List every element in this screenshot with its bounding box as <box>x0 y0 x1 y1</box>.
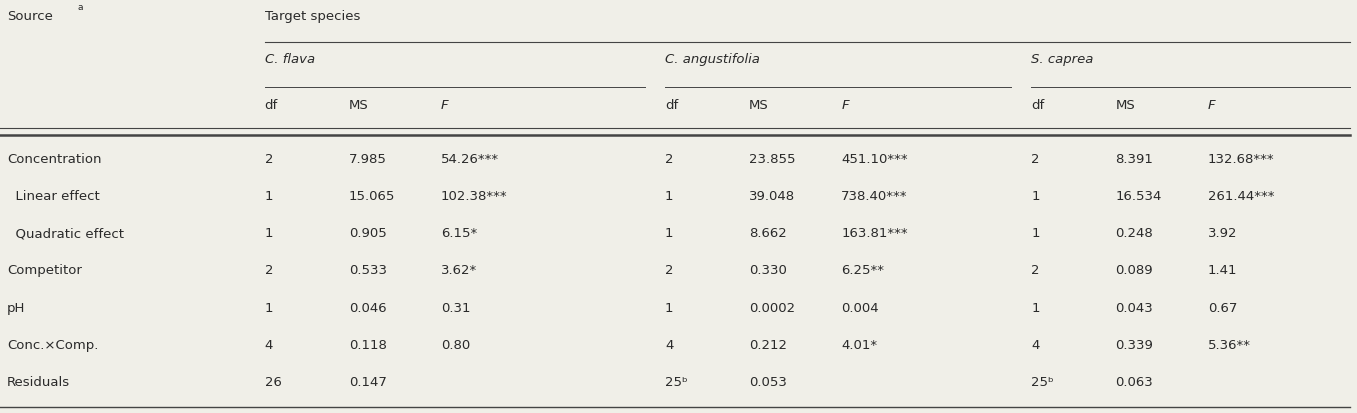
Text: Target species: Target species <box>265 10 360 23</box>
Text: 0.046: 0.046 <box>349 301 387 314</box>
Text: 1.41: 1.41 <box>1208 264 1238 277</box>
Text: 261.44***: 261.44*** <box>1208 190 1274 202</box>
Text: 0.339: 0.339 <box>1115 338 1153 351</box>
Text: 8.391: 8.391 <box>1115 152 1153 165</box>
Text: 0.063: 0.063 <box>1115 375 1153 388</box>
Text: 2: 2 <box>665 264 673 277</box>
Text: 0.248: 0.248 <box>1115 227 1153 240</box>
Text: 2: 2 <box>265 152 273 165</box>
Text: 1: 1 <box>665 301 673 314</box>
Text: MS: MS <box>1115 99 1136 112</box>
Text: 1: 1 <box>1031 190 1039 202</box>
Text: 0.043: 0.043 <box>1115 301 1153 314</box>
Text: 738.40***: 738.40*** <box>841 190 908 202</box>
Text: 5.36**: 5.36** <box>1208 338 1251 351</box>
Text: 4: 4 <box>1031 338 1039 351</box>
Text: 15.065: 15.065 <box>349 190 395 202</box>
Text: 8.662: 8.662 <box>749 227 787 240</box>
Text: MS: MS <box>749 99 769 112</box>
Text: 1: 1 <box>265 190 273 202</box>
Text: 451.10***: 451.10*** <box>841 152 908 165</box>
Text: 0.089: 0.089 <box>1115 264 1153 277</box>
Text: 6.25**: 6.25** <box>841 264 885 277</box>
Text: 1: 1 <box>665 227 673 240</box>
Text: 102.38***: 102.38*** <box>441 190 508 202</box>
Text: 0.053: 0.053 <box>749 375 787 388</box>
Text: 2: 2 <box>1031 152 1039 165</box>
Text: 0.0002: 0.0002 <box>749 301 795 314</box>
Text: 0.147: 0.147 <box>349 375 387 388</box>
Text: pH: pH <box>7 301 26 314</box>
Text: Concentration: Concentration <box>7 152 102 165</box>
Text: 2: 2 <box>1031 264 1039 277</box>
Text: C. flava: C. flava <box>265 53 315 66</box>
Text: 0.004: 0.004 <box>841 301 879 314</box>
Text: 0.118: 0.118 <box>349 338 387 351</box>
Text: Source: Source <box>7 10 53 23</box>
Text: 39.048: 39.048 <box>749 190 795 202</box>
Text: df: df <box>1031 99 1045 112</box>
Text: df: df <box>665 99 678 112</box>
Text: 16.534: 16.534 <box>1115 190 1162 202</box>
Text: 1: 1 <box>1031 301 1039 314</box>
Text: F: F <box>841 99 849 112</box>
Text: 0.905: 0.905 <box>349 227 387 240</box>
Text: 1: 1 <box>265 301 273 314</box>
Text: 0.80: 0.80 <box>441 338 471 351</box>
Text: 3.62*: 3.62* <box>441 264 478 277</box>
Text: Competitor: Competitor <box>7 264 81 277</box>
Text: 163.81***: 163.81*** <box>841 227 908 240</box>
Text: 1: 1 <box>1031 227 1039 240</box>
Text: 4: 4 <box>265 338 273 351</box>
Text: 26: 26 <box>265 375 281 388</box>
Text: S. caprea: S. caprea <box>1031 53 1094 66</box>
Text: Residuals: Residuals <box>7 375 71 388</box>
Text: MS: MS <box>349 99 369 112</box>
Text: 0.31: 0.31 <box>441 301 471 314</box>
Text: 7.985: 7.985 <box>349 152 387 165</box>
Text: Conc.×Comp.: Conc.×Comp. <box>7 338 98 351</box>
Text: df: df <box>265 99 278 112</box>
Text: 1: 1 <box>665 190 673 202</box>
Text: Quadratic effect: Quadratic effect <box>7 227 123 240</box>
Text: 0.330: 0.330 <box>749 264 787 277</box>
Text: 6.15*: 6.15* <box>441 227 478 240</box>
Text: Linear effect: Linear effect <box>7 190 99 202</box>
Text: 4.01*: 4.01* <box>841 338 878 351</box>
Text: C. angustifolia: C. angustifolia <box>665 53 760 66</box>
Text: 1: 1 <box>265 227 273 240</box>
Text: 0.533: 0.533 <box>349 264 387 277</box>
Text: 2: 2 <box>265 264 273 277</box>
Text: F: F <box>1208 99 1216 112</box>
Text: 0.212: 0.212 <box>749 338 787 351</box>
Text: 25ᵇ: 25ᵇ <box>1031 375 1054 388</box>
Text: 25ᵇ: 25ᵇ <box>665 375 688 388</box>
Text: 2: 2 <box>665 152 673 165</box>
Text: a: a <box>77 3 83 12</box>
Text: F: F <box>441 99 449 112</box>
Text: 23.855: 23.855 <box>749 152 795 165</box>
Text: 54.26***: 54.26*** <box>441 152 499 165</box>
Text: 0.67: 0.67 <box>1208 301 1238 314</box>
Text: 3.92: 3.92 <box>1208 227 1238 240</box>
Text: 132.68***: 132.68*** <box>1208 152 1274 165</box>
Text: 4: 4 <box>665 338 673 351</box>
